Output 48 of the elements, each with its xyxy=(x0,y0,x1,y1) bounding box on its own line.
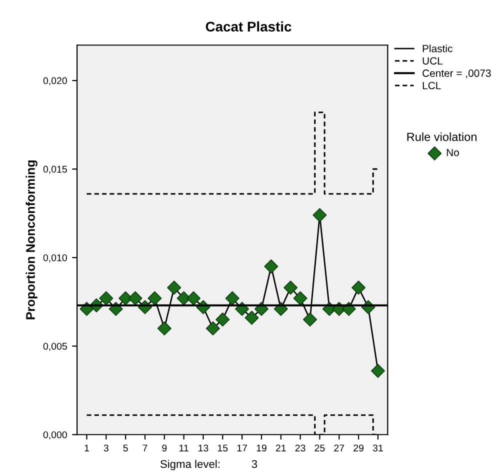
legend-label: No xyxy=(446,148,459,156)
legend-title: Rule violation xyxy=(407,132,476,142)
point xyxy=(370,364,385,378)
point xyxy=(284,280,298,295)
x-tick-label: 21 xyxy=(276,444,286,452)
x-tick-label: 9 xyxy=(162,444,167,452)
point xyxy=(312,208,327,222)
legend-label: Center = ,0073 xyxy=(422,70,491,78)
point xyxy=(167,280,182,295)
legend-label: Plastic xyxy=(422,44,452,52)
legend-label: UCL xyxy=(422,57,443,65)
x-tick-label: 25 xyxy=(314,444,325,452)
point xyxy=(264,259,278,274)
point xyxy=(244,310,259,325)
x-tick-label: 15 xyxy=(218,444,228,452)
point xyxy=(352,280,366,295)
x-tick-label: 31 xyxy=(372,444,383,452)
point xyxy=(128,291,142,306)
x-tick-label: 29 xyxy=(354,444,364,452)
point xyxy=(293,291,308,306)
point xyxy=(302,312,318,327)
x-tick-label: 11 xyxy=(180,444,188,452)
x-tick-label: 19 xyxy=(256,444,266,452)
y-tick-label: 0,005 xyxy=(43,342,67,351)
point xyxy=(225,291,240,306)
x-tick-label: 1 xyxy=(84,444,89,452)
y-tick-label: 0,000 xyxy=(43,431,67,440)
point xyxy=(99,291,114,306)
legend-label: LCL xyxy=(422,82,441,90)
point xyxy=(148,291,162,306)
point xyxy=(157,321,172,336)
x-tick-label: 27 xyxy=(334,444,344,452)
point xyxy=(176,291,191,306)
y-tick-label: 0,020 xyxy=(43,77,67,86)
y-axis-title: Proportion Nonconforming xyxy=(26,160,38,320)
x-tick-label: 7 xyxy=(142,444,148,452)
y-tick-label: 0,010 xyxy=(43,254,67,262)
chart-title: Cacat Plastic xyxy=(206,21,292,32)
point xyxy=(186,291,201,306)
text: Sigma level: 3 xyxy=(160,460,258,470)
point xyxy=(206,321,220,336)
y-tick-label: 0,015 xyxy=(43,166,67,174)
x-tick-label: 13 xyxy=(198,444,208,452)
x-tick-label: 17 xyxy=(237,444,247,452)
x-tick-label: 23 xyxy=(295,444,306,452)
x-tick-label: 5 xyxy=(123,444,128,452)
x-tick-label: 3 xyxy=(104,444,108,452)
point xyxy=(216,312,230,327)
